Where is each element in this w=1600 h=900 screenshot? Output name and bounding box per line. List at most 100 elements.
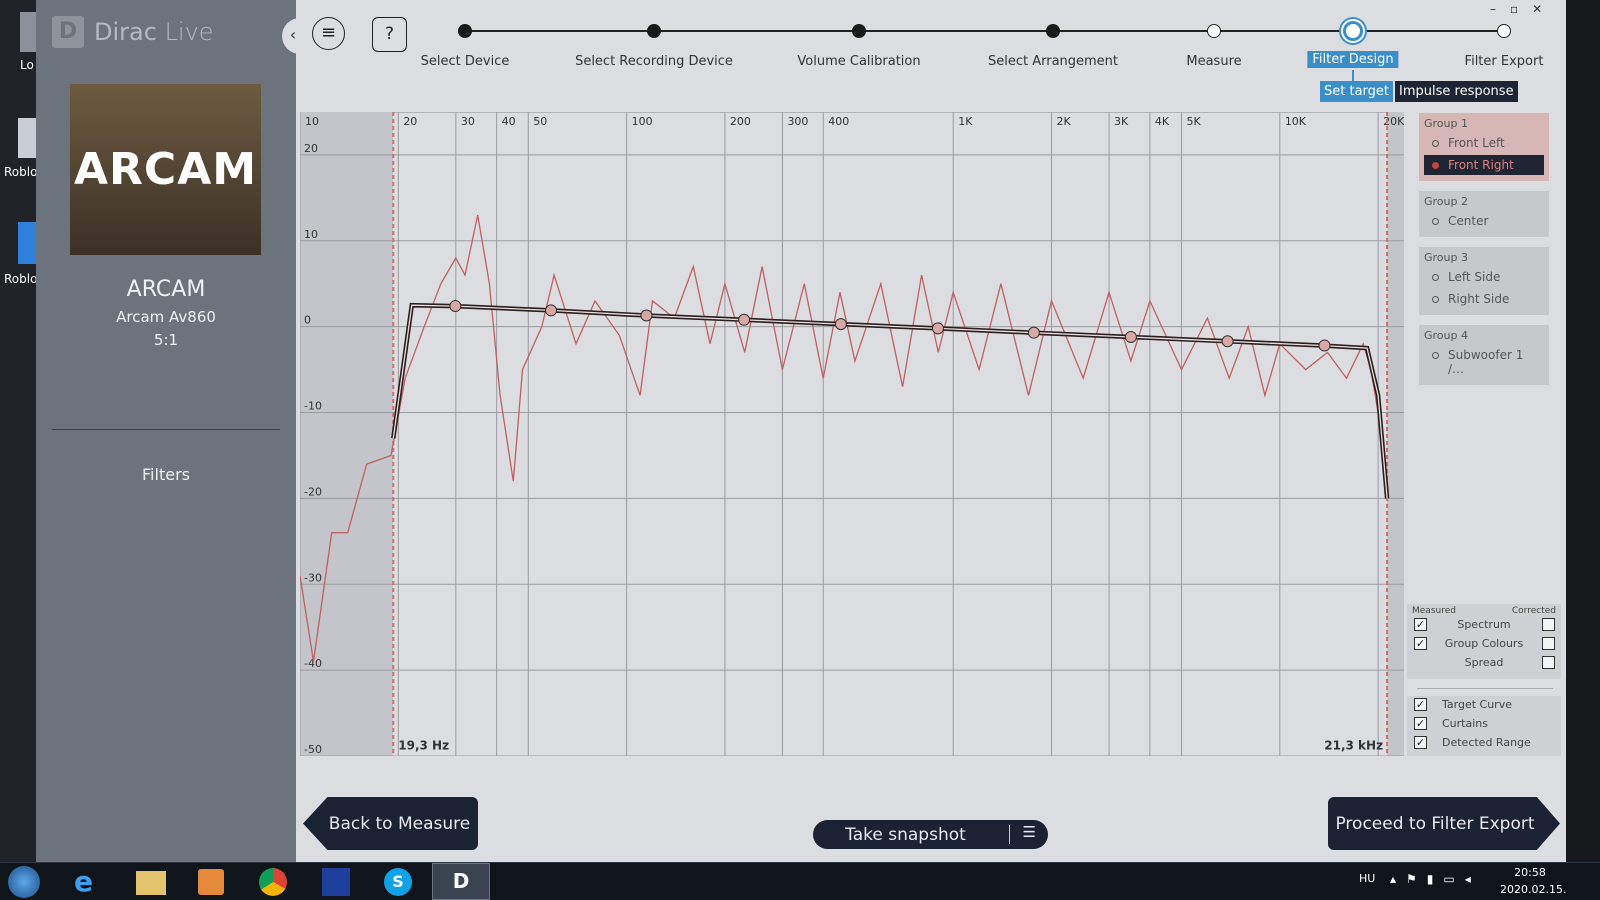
column-header: Measured xyxy=(1412,606,1456,616)
menu-button[interactable]: ≡ xyxy=(312,17,345,50)
desktop-icon-label[interactable]: Roblo xyxy=(4,272,38,286)
step-dot[interactable] xyxy=(458,24,472,38)
snapshot-button[interactable]: Take snapshot ☰ xyxy=(813,820,1048,849)
separator xyxy=(52,429,280,430)
device-logo: ARCAM xyxy=(70,84,261,255)
language-indicator[interactable]: HU xyxy=(1359,872,1376,885)
button-label: Take snapshot xyxy=(845,824,966,845)
measured-curve xyxy=(300,214,1388,662)
option-label: Target Curve xyxy=(1442,698,1512,711)
desktop-icon xyxy=(18,118,36,158)
plot-background xyxy=(300,112,1404,756)
taskbar-app[interactable] xyxy=(198,869,224,895)
clock-time[interactable]: 20:58 xyxy=(1514,866,1546,879)
x-tick-label: 200 xyxy=(730,115,751,128)
desktop-icon-label[interactable]: Roblo xyxy=(4,165,38,179)
checkbox[interactable]: ✓ xyxy=(1414,736,1427,749)
checkbox[interactable]: ✓ xyxy=(1414,637,1427,650)
x-tick-label: 10K xyxy=(1285,115,1307,128)
group-pad xyxy=(1419,381,1549,385)
step-dot[interactable] xyxy=(1046,24,1060,38)
checkbox[interactable] xyxy=(1542,656,1555,669)
step-label[interactable]: Select Arrangement xyxy=(987,54,1119,69)
taskbar-app[interactable]: S xyxy=(384,868,412,896)
clock-date[interactable]: 2020.02.15. xyxy=(1500,883,1567,896)
y-tick-label: -20 xyxy=(304,485,322,498)
device-config: 5:1 xyxy=(153,331,179,349)
step-dot[interactable] xyxy=(1497,24,1511,38)
y-tick-label: 0 xyxy=(304,314,311,327)
target-handle xyxy=(931,322,944,335)
tab-bar: Set target Impulse response xyxy=(1320,81,1518,102)
checkbox[interactable]: ✓ xyxy=(1414,618,1427,631)
group-title: Group 1 xyxy=(1424,117,1468,130)
channel[interactable]: Front Right xyxy=(1424,155,1544,175)
channel[interactable]: Center xyxy=(1424,211,1544,231)
back-button[interactable]: Back to Measure xyxy=(303,797,478,850)
checkbox[interactable] xyxy=(1542,637,1555,650)
taskbar-app-active[interactable]: D xyxy=(432,863,490,900)
app-logo: D xyxy=(52,16,84,48)
channel[interactable]: Front Left xyxy=(1424,133,1544,153)
checkbox[interactable]: ✓ xyxy=(1414,698,1427,711)
target-handle xyxy=(1027,326,1040,339)
taskbar-app[interactable] xyxy=(259,868,287,896)
desktop-icon xyxy=(20,12,36,52)
group-pad xyxy=(1419,177,1549,181)
desktop-icon-label[interactable]: Lo xyxy=(20,58,34,72)
window-controls[interactable]: –▫✕ xyxy=(1490,2,1557,16)
y-tick-label: 10 xyxy=(304,228,318,241)
snapshot-list-icon[interactable]: ☰ xyxy=(1022,823,1036,841)
help-button[interactable]: ? xyxy=(372,17,407,52)
group-box[interactable]: Group 4 Subwoofer 1 /… xyxy=(1419,325,1549,385)
target-handle xyxy=(834,318,847,331)
taskbar-app[interactable] xyxy=(136,871,166,895)
group-box[interactable]: Group 2 Center xyxy=(1419,191,1549,237)
x-tick-label: 20K xyxy=(1383,115,1404,128)
tab[interactable]: Set target xyxy=(1320,81,1394,102)
y-tick-label: -10 xyxy=(304,400,322,413)
tab[interactable]: Impulse response xyxy=(1395,81,1518,102)
button-label: Proceed to Filter Export xyxy=(1335,813,1535,834)
button-label: Back to Measure xyxy=(328,813,471,834)
step-label[interactable]: Measure xyxy=(1186,54,1242,69)
step-label[interactable]: Filter Design xyxy=(1307,51,1399,68)
step-label[interactable]: Select Device xyxy=(420,54,510,69)
start-button[interactable] xyxy=(8,866,40,898)
channel[interactable]: Right Side xyxy=(1424,289,1544,309)
group-pad xyxy=(1419,311,1549,315)
checkbox[interactable]: ✓ xyxy=(1414,717,1427,730)
column-header: Corrected xyxy=(1511,606,1556,616)
option-label: Group Colours xyxy=(1444,637,1524,650)
step-dot[interactable] xyxy=(647,24,661,38)
group-box[interactable]: Group 1 Front Left Front Right xyxy=(1419,113,1549,181)
checkbox[interactable] xyxy=(1542,618,1555,631)
y-tick-label: 20 xyxy=(304,142,318,155)
step-dot[interactable] xyxy=(852,24,866,38)
group-title: Group 4 xyxy=(1424,329,1468,342)
x-tick-label: 3K xyxy=(1114,115,1129,128)
group-box[interactable]: Group 3 Left Side Right Side xyxy=(1419,247,1549,315)
step-label[interactable]: Select Recording Device xyxy=(575,54,733,69)
option-label: Detected Range xyxy=(1442,736,1531,749)
step-label[interactable]: Volume Calibration xyxy=(797,54,921,69)
x-tick-label: 400 xyxy=(828,115,849,128)
x-tick-label: 4K xyxy=(1155,115,1170,128)
proceed-button[interactable]: Proceed to Filter Export xyxy=(1328,797,1560,850)
sidebar: D Dirac Live ARCAM ARCAM Arcam Av860 5:1… xyxy=(36,0,304,862)
taskbar-app[interactable]: e xyxy=(74,865,93,898)
step-label[interactable]: Filter Export xyxy=(1464,54,1544,69)
curtain-label: 21,3 kHz xyxy=(1324,739,1383,753)
channel[interactable]: Subwoofer 1 /… xyxy=(1424,345,1544,379)
step-dot[interactable] xyxy=(1207,24,1221,38)
channel[interactable]: Left Side xyxy=(1424,267,1544,287)
group-pad xyxy=(1419,233,1549,237)
menu-item[interactable]: Filters xyxy=(142,465,190,484)
x-tick-label: 20 xyxy=(403,115,417,128)
taskbar-app[interactable] xyxy=(322,868,350,896)
x-tick-label: 1K xyxy=(958,115,973,128)
tray-icons[interactable]: ▴⚑▮▭◂ xyxy=(1390,872,1481,886)
step-dot[interactable] xyxy=(1343,21,1363,41)
